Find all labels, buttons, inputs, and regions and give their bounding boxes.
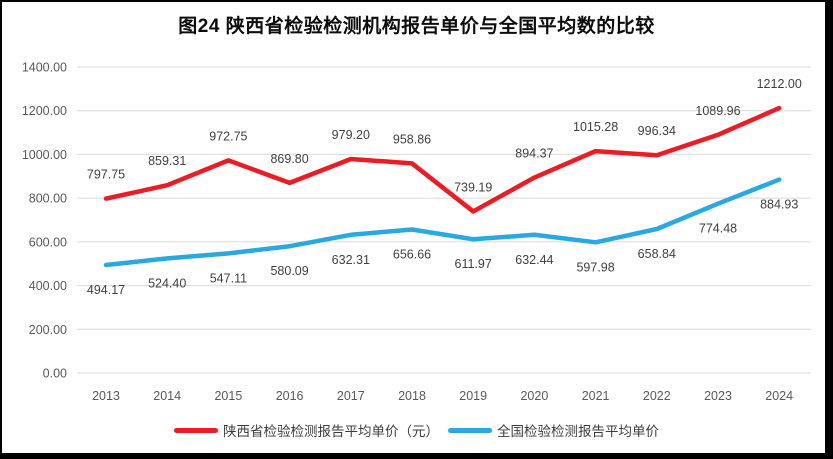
legend-item-national: 全国检验检测报告平均单价 — [448, 420, 659, 440]
data-label: 958.86 — [393, 132, 431, 146]
x-axis-tick-label: 2020 — [520, 389, 548, 403]
chart-legend: 陕西省检验检测报告平均单价（元） 全国检验检测报告平均单价 — [0, 420, 833, 440]
legend-item-shaanxi: 陕西省检验检测报告平均单价（元） — [174, 420, 439, 440]
y-axis-tick-label: 0.00 — [43, 367, 67, 381]
data-label: 597.98 — [576, 260, 614, 274]
data-label: 547.11 — [210, 271, 247, 285]
x-axis-tick-label: 2024 — [765, 389, 793, 403]
y-axis-tick-label: 1200.00 — [22, 104, 67, 118]
data-label: 797.75 — [87, 168, 125, 182]
y-axis-tick-label: 200.00 — [29, 323, 67, 337]
data-label: 884.93 — [760, 198, 798, 212]
series-line-shaanxi — [103, 105, 782, 214]
legend-label-national: 全国检验检测报告平均单价 — [497, 424, 659, 439]
data-label: 972.75 — [209, 129, 247, 143]
data-label: 979.20 — [332, 128, 370, 142]
x-axis-tick-label: 2022 — [643, 389, 671, 403]
data-label: 632.31 — [332, 253, 370, 267]
x-axis-tick-label: 2014 — [153, 389, 181, 403]
data-label: 869.80 — [270, 152, 308, 166]
data-label: 996.34 — [638, 124, 676, 138]
data-label: 1212.00 — [757, 77, 802, 91]
series-line-national — [103, 177, 782, 268]
x-axis-tick-label: 2013 — [92, 389, 120, 403]
data-label: 774.48 — [699, 222, 737, 236]
x-axis-tick-label: 2017 — [337, 389, 365, 403]
data-label: 1089.96 — [695, 104, 740, 118]
y-axis-tick-label: 600.00 — [29, 235, 67, 249]
data-label: 1015.28 — [573, 120, 618, 134]
legend-line-swatch-blue — [448, 427, 492, 433]
x-axis-tick-label: 2021 — [582, 389, 610, 403]
y-axis-tick-label: 400.00 — [29, 279, 67, 293]
x-axis-tick-label: 2019 — [459, 389, 487, 403]
y-axis-tick-label: 800.00 — [29, 192, 67, 206]
legend-line-swatch-red — [174, 427, 218, 433]
x-axis-tick-label: 2015 — [214, 389, 242, 403]
y-axis-tick-label: 1400.00 — [22, 61, 67, 75]
data-label: 656.66 — [393, 247, 431, 261]
data-label: 580.09 — [270, 264, 308, 278]
data-label: 658.84 — [638, 247, 676, 261]
data-label: 632.44 — [515, 253, 553, 267]
y-axis-tick-label: 1000.00 — [22, 148, 67, 162]
chart-title: 图24 陕西省检验检测机构报告单价与全国平均数的比较 — [178, 16, 655, 37]
x-axis-tick-label: 2016 — [276, 389, 304, 403]
data-label: 494.17 — [87, 283, 125, 297]
data-label: 859.31 — [148, 154, 186, 168]
data-label: 611.97 — [455, 257, 492, 271]
legend-label-shaanxi: 陕西省检验检测报告平均单价（元） — [223, 424, 439, 439]
x-axis-tick-label: 2018 — [398, 389, 426, 403]
data-label: 894.37 — [515, 147, 553, 161]
x-axis-tick-label: 2023 — [704, 389, 732, 403]
data-label: 524.40 — [148, 276, 186, 290]
data-label: 739.19 — [454, 180, 492, 194]
